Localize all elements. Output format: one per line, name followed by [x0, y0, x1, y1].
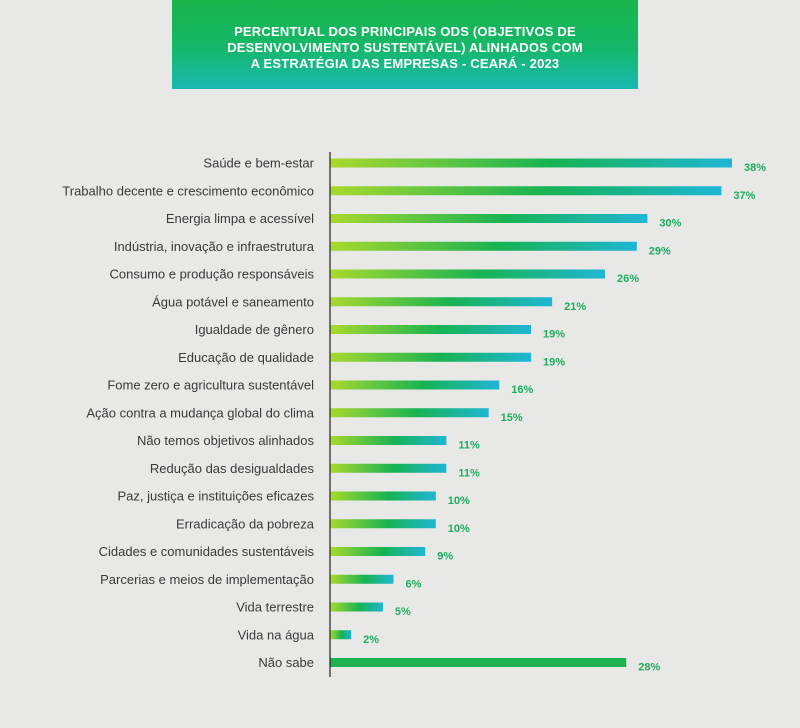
bar [330, 463, 447, 473]
category-label: Parcerias e meios de implementação [100, 572, 314, 587]
bar [330, 491, 436, 501]
bar [330, 158, 732, 168]
bar [330, 241, 637, 251]
value-label: 5% [395, 606, 411, 618]
value-label: 19% [543, 329, 565, 341]
category-label: Erradicação da pobreza [176, 516, 315, 531]
category-label: Vida terrestre [236, 600, 314, 615]
value-label: 10% [448, 495, 470, 507]
bar [330, 436, 447, 445]
value-label: 6% [405, 578, 421, 590]
value-label: 37% [733, 190, 755, 202]
bars-group: Saúde e bem-estar 38% Trabalho decente e c… [62, 156, 766, 674]
value-label: 19% [543, 356, 565, 368]
value-label: 15% [501, 412, 523, 424]
category-label: Vida na água [238, 627, 315, 642]
category-label: Redução das desigualdades [150, 461, 315, 476]
bar [330, 602, 383, 612]
bar [330, 380, 500, 390]
category-label: Saúde e bem-estar [203, 156, 314, 171]
bar [330, 269, 606, 279]
category-label: Ação contra a mudança global do clima [86, 405, 314, 420]
value-label: 29% [649, 245, 671, 257]
bar [330, 408, 489, 418]
bar [330, 186, 722, 196]
value-label: 11% [458, 467, 480, 479]
category-label: Paz, justiça e instituições eficazes [117, 489, 314, 504]
category-label: Não sabe [258, 655, 314, 670]
value-label: 30% [659, 218, 681, 230]
bar [330, 574, 394, 584]
bar [330, 519, 436, 529]
category-label: Trabalho decente e crescimento econômico [62, 183, 314, 198]
value-label: 38% [744, 162, 766, 174]
category-label: Igualdade de gênero [195, 322, 314, 337]
bar [330, 214, 648, 223]
value-label: 2% [363, 634, 379, 646]
chart-title-banner: PERCENTUAL DOS PRINCIPAIS ODS (OBJETIVOS… [172, 0, 638, 89]
bar [330, 630, 352, 640]
bar [330, 352, 531, 362]
category-label: Indústria, inovação e infraestrutura [114, 239, 315, 254]
category-label: Consumo e produção responsáveis [109, 267, 314, 282]
bar [330, 325, 531, 334]
value-label: 10% [448, 523, 470, 535]
value-label: 9% [437, 551, 453, 563]
category-label: Cidades e comunidades sustentáveis [99, 544, 315, 559]
category-label: Energia limpa e acessível [166, 211, 314, 226]
category-label: Água potável e saneamento [152, 294, 314, 309]
value-label: 11% [458, 440, 480, 452]
value-label: 16% [511, 384, 533, 396]
bar [330, 297, 553, 307]
category-label: Fome zero e agricultura sustentável [107, 378, 314, 393]
category-label: Não temos objetivos alinhados [137, 433, 315, 448]
bar [330, 658, 627, 667]
chart-title: PERCENTUAL DOS PRINCIPAIS ODS (OBJETIVOS… [227, 23, 583, 71]
category-label: Educação de qualidade [178, 350, 314, 365]
value-label: 26% [617, 273, 639, 285]
value-label: 28% [638, 662, 660, 674]
value-label: 21% [564, 301, 586, 313]
bar [330, 547, 426, 556]
